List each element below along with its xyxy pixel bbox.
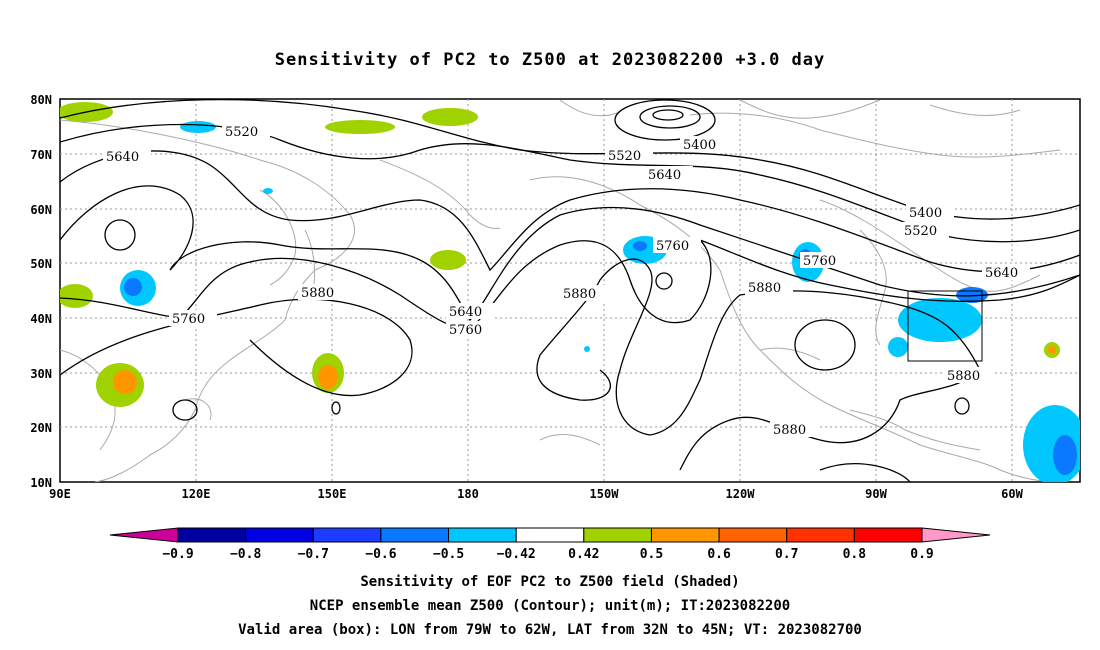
contour-label: 5520 [904, 224, 937, 239]
lat-label: 50N [30, 257, 52, 271]
contour-label: 5640 [449, 305, 482, 320]
contour-label: 5880 [301, 286, 334, 301]
coastlines [60, 99, 1061, 482]
lon-label: 180 [457, 487, 479, 501]
chart-title: Sensitivity of PC2 to Z500 at 2023082200… [274, 50, 826, 70]
contour-label: 5880 [773, 423, 806, 438]
lat-axis-labels: 80N 70N 60N 50N 40N 30N 20N 10N [30, 93, 52, 490]
lon-label: 90E [49, 487, 71, 501]
colorbar-segment [448, 527, 517, 543]
shade-negative-cyan [888, 337, 908, 357]
colorbar-label: 0.6 [707, 547, 731, 562]
colorbar-segment [650, 527, 720, 543]
colorbar-label: −0.7 [298, 547, 329, 562]
shade-positive-orange [113, 370, 137, 394]
colorbar-segment [583, 527, 652, 543]
lon-label: 120W [726, 487, 756, 501]
shade-positive-green [430, 250, 466, 270]
shade-positive-green [325, 120, 395, 134]
lat-label: 30N [30, 367, 52, 381]
contour-small [331, 401, 341, 415]
shade-positive-orange [318, 365, 338, 389]
lat-label: 70N [30, 148, 52, 162]
contour-label: 5880 [563, 287, 596, 302]
lat-label: 20N [30, 421, 52, 435]
caption-line-3: Valid area (box): LON from 79W to 62W, L… [238, 622, 862, 638]
contour-high [794, 319, 856, 371]
shade-positive-orange [1048, 346, 1056, 354]
contour-label: 5640 [648, 168, 681, 183]
contour-low [614, 99, 716, 141]
shade-negative-blue [124, 278, 142, 296]
colorbar-label: −0.42 [497, 547, 536, 562]
contour-low [639, 105, 701, 129]
colorbar: −0.9 −0.8 −0.7 −0.6 −0.5 −0.42 0.42 0.5 0.6 0.7 0.… [109, 527, 991, 562]
lon-label: 120E [182, 487, 211, 501]
lat-label: 80N [30, 93, 52, 107]
colorbar-segment [718, 527, 788, 543]
contour-small [104, 219, 136, 251]
colorbar-label: 0.8 [843, 547, 867, 562]
colorbar-label: 0.42 [568, 547, 599, 562]
colorbar-label: −0.5 [433, 547, 464, 562]
lon-label: 150W [590, 487, 620, 501]
colorbar-segment [177, 527, 247, 543]
lon-label: 150E [318, 487, 347, 501]
colorbar-segment [245, 527, 314, 543]
colorbar-segment [312, 527, 382, 543]
caption-line-1: Sensitivity of EOF PC2 to Z500 field (Sh… [360, 574, 740, 590]
colorbar-segment [380, 527, 450, 543]
contour-label: 5520 [608, 149, 641, 164]
lat-label: 10N [30, 476, 52, 490]
colorbar-label: −0.8 [230, 547, 261, 562]
shade-positive-green [422, 108, 478, 126]
shade-negative-cyan [584, 346, 590, 352]
contour-label: 5760 [656, 239, 689, 254]
lon-label: 60W [1001, 487, 1023, 501]
gridlines [60, 99, 1080, 482]
contour-label: 5760 [803, 254, 836, 269]
colorbar-label: 0.5 [640, 547, 663, 562]
lon-axis-labels: 90E 120E 150E 180 150W 120W 90W 60W [49, 487, 1023, 501]
contour-label: 5400 [909, 206, 942, 221]
contour-small [172, 399, 198, 421]
contour-small [655, 272, 673, 290]
shade-negative-blue [1053, 435, 1077, 475]
contour-label: 5880 [748, 281, 781, 296]
contour-labels: 5520 5640 5760 5880 5640 5760 5880 5520 … [103, 123, 1030, 438]
colorbar-label: −0.6 [365, 547, 396, 562]
colorbar-end-high [921, 527, 991, 543]
colorbar-label: −0.9 [162, 547, 193, 562]
shade-negative-cyan [898, 298, 982, 342]
colorbar-label: 0.7 [775, 547, 798, 562]
lon-label: 90W [865, 487, 887, 501]
contour-low [652, 109, 684, 121]
contour-label: 5640 [106, 150, 139, 165]
contour-label: 5520 [225, 125, 258, 140]
contour-label: 5880 [947, 369, 980, 384]
lat-label: 40N [30, 312, 52, 326]
contour-label: 5760 [449, 323, 482, 338]
contour-label: 5760 [172, 312, 205, 327]
contour-label: 5400 [683, 138, 716, 153]
contour-label: 5640 [985, 266, 1018, 281]
shade-negative-cyan [263, 188, 273, 194]
colorbar-segment [786, 527, 855, 543]
valid-area-box [907, 290, 983, 362]
shade-negative-cyan [180, 121, 216, 133]
colorbar-segment [853, 527, 923, 543]
caption-line-2: NCEP ensemble mean Z500 (Contour); unit(… [309, 598, 791, 614]
shade-positive-green [60, 284, 93, 308]
colorbar-end-low [109, 527, 179, 543]
colorbar-segment [515, 527, 585, 543]
lat-label: 60N [30, 203, 52, 217]
shade-negative-blue [633, 241, 647, 251]
colorbar-label: 0.9 [910, 547, 933, 562]
contour-small [954, 397, 970, 415]
